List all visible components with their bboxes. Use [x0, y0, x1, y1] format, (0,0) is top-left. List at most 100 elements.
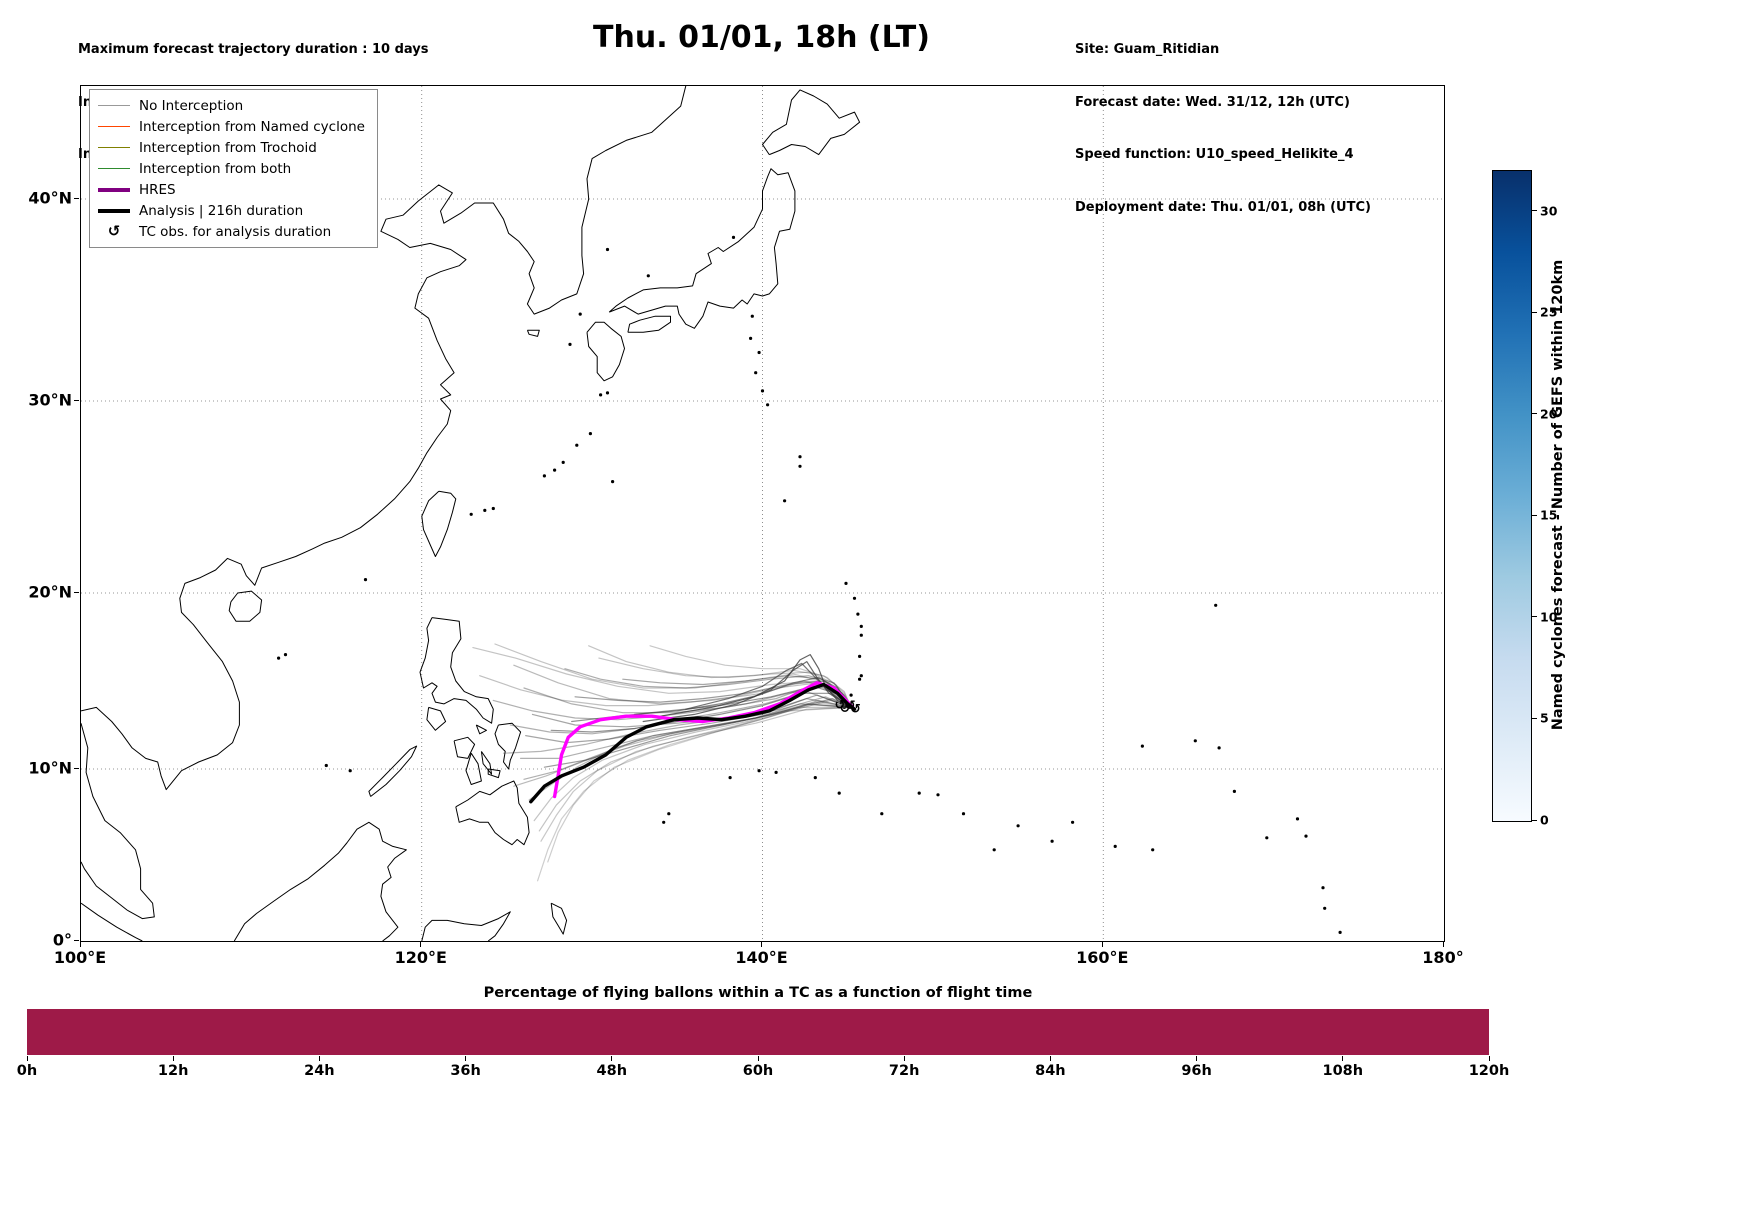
- y-tick-label: 10°N: [28, 758, 72, 778]
- colorbar-tick-label: 20: [1540, 406, 1558, 422]
- legend-label: No Interception: [139, 97, 244, 114]
- legend-line-swatch: [98, 147, 130, 148]
- gefs-trajectory: [543, 697, 852, 768]
- gefs-trajectory: [525, 697, 852, 744]
- legend-label: TC obs. for analysis duration: [139, 223, 332, 240]
- colorbar-tick-mark: [1532, 819, 1537, 821]
- flight-time-tick-mark: [465, 1056, 467, 1061]
- gefs-trajectory: [523, 699, 852, 780]
- flight-time-tick-label: 96h: [1181, 1063, 1212, 1079]
- y-tick-label: 20°N: [28, 582, 72, 602]
- flight-time-tick-label: 84h: [1035, 1063, 1066, 1079]
- flight-time-chart-title: Percentage of flying ballons within a TC…: [483, 985, 1033, 1001]
- gefs-trajectory: [537, 703, 852, 882]
- gefs-trajectory: [502, 696, 852, 754]
- x-tick-label: 140°E: [735, 948, 788, 967]
- legend-label: Analysis | 216h duration: [139, 202, 304, 219]
- x-tick-label: 160°E: [1076, 948, 1129, 967]
- y-tick-label: 40°N: [28, 188, 72, 208]
- legend-line-swatch: [98, 126, 130, 127]
- map-legend: No Interception Interception from Named c…: [89, 89, 378, 248]
- legend-label: HRES: [139, 181, 176, 198]
- trajectory-map: ↺ ↺ ↺ ↺ No Interception Interception from Na…: [80, 85, 1445, 942]
- x-tick-mark: [761, 942, 762, 947]
- gefs-trajectory: [538, 706, 852, 832]
- percentage-bar: [27, 1009, 1489, 1055]
- tc-obs-marker: ↺: [835, 698, 846, 713]
- flight-time-tick-mark: [903, 1056, 905, 1061]
- flight-time-tick-label: 60h: [742, 1063, 774, 1079]
- colorbar-tick-label: 10: [1540, 609, 1558, 625]
- gefs-trajectory: [598, 657, 852, 709]
- y-tick-mark: [74, 939, 79, 941]
- x-tick-label: 180°: [1422, 948, 1464, 967]
- gefs-trajectory: [564, 668, 852, 709]
- flight-time-tick-label: 120h: [1468, 1063, 1510, 1079]
- flight-time-tick-mark: [318, 1056, 320, 1061]
- trajectories-layer: ↺↺↺↺: [472, 643, 861, 882]
- colorbar-tick-label: 15: [1540, 507, 1558, 523]
- gefs-trajectory: [550, 692, 852, 733]
- flight-time-tick-mark: [611, 1056, 613, 1061]
- gefs-trajectory: [494, 643, 852, 709]
- flight-time-tick-label: 48h: [596, 1063, 628, 1079]
- forecast-date: Forecast date: Wed. 31/12, 12h (UTC): [1075, 94, 1350, 110]
- tc-obs-marker: ↺: [840, 701, 851, 716]
- legend-item: No Interception: [98, 95, 365, 116]
- colorbar-tick-mark: [1532, 210, 1537, 212]
- flight-time-tick-mark: [1342, 1056, 1344, 1061]
- flight-time-tick-label: 108h: [1322, 1063, 1364, 1079]
- legend-line-swatch: [98, 187, 130, 192]
- legend-line-swatch: [98, 105, 130, 106]
- flight-time-tick-mark: [1196, 1056, 1198, 1061]
- legend-item: Interception from Named cyclone: [98, 116, 365, 137]
- legend-item: Interception from both: [98, 158, 365, 179]
- legend-item: ↺ TC obs. for analysis duration: [98, 221, 365, 242]
- flight-time-tick-label: 12h: [157, 1063, 189, 1079]
- gefs-trajectory: [479, 675, 852, 709]
- gefs-trajectory: [540, 706, 852, 842]
- colorbar-tick-mark: [1532, 413, 1537, 415]
- gefs-trajectory: [547, 701, 852, 863]
- flight-time-tick-mark: [1049, 1056, 1051, 1061]
- y-tick-label: 30°N: [28, 390, 72, 410]
- legend-item: Interception from Trochoid: [98, 137, 365, 158]
- colorbar-label: Named cyclones forecast - Number of GEFS…: [1550, 259, 1566, 731]
- flight-time-tick-label: 36h: [450, 1063, 481, 1079]
- legend-label: Interception from both: [139, 160, 292, 177]
- legend-line-swatch: [98, 208, 130, 213]
- y-tick-mark: [74, 767, 79, 769]
- x-tick-label: 120°E: [394, 948, 447, 967]
- gefs-trajectory: [649, 645, 852, 709]
- y-tick-mark: [74, 399, 79, 401]
- plot-title: Thu. 01/01, 18h (LT): [593, 20, 930, 55]
- gefs-trajectory: [685, 662, 852, 710]
- flight-time-chart: [27, 1009, 1489, 1055]
- flight-time-tick-mark: [172, 1056, 174, 1061]
- tc-obs-legend-icon: ↺: [107, 222, 121, 240]
- legend-item: Analysis | 216h duration: [98, 200, 365, 221]
- flight-time-tick-label: 72h: [888, 1063, 920, 1079]
- hres-trajectory: [552, 681, 855, 799]
- legend-label: Interception from Trochoid: [139, 139, 317, 156]
- x-tick-mark: [420, 942, 422, 947]
- flight-time-tick-mark: [757, 1056, 759, 1061]
- colorbar-tick-mark: [1532, 717, 1537, 719]
- coastlines-layer: [81, 86, 1342, 941]
- tc-obs-marker: ↺: [845, 699, 856, 714]
- y-tick-label: 0°: [52, 930, 72, 950]
- flight-time-tick-label: 0h: [16, 1063, 38, 1079]
- tc-obs-marker: ↺: [850, 702, 861, 717]
- legend-label: Interception from Named cyclone: [139, 118, 365, 135]
- colorbar-tick-mark: [1532, 514, 1537, 516]
- graticule: [81, 86, 1444, 941]
- x-tick-label: 100°E: [53, 948, 107, 967]
- y-tick-mark: [74, 197, 79, 199]
- max-trajectory-duration: Maximum forecast trajectory duration : 1…: [78, 42, 429, 57]
- analysis-trajectory: [529, 682, 857, 804]
- x-tick-mark: [1101, 942, 1103, 947]
- speed-function: Speed function: U10_speed_Helikite_4: [1075, 147, 1354, 162]
- colorbar-tick-label: 25: [1540, 304, 1558, 320]
- gefs-trajectory: [634, 676, 852, 716]
